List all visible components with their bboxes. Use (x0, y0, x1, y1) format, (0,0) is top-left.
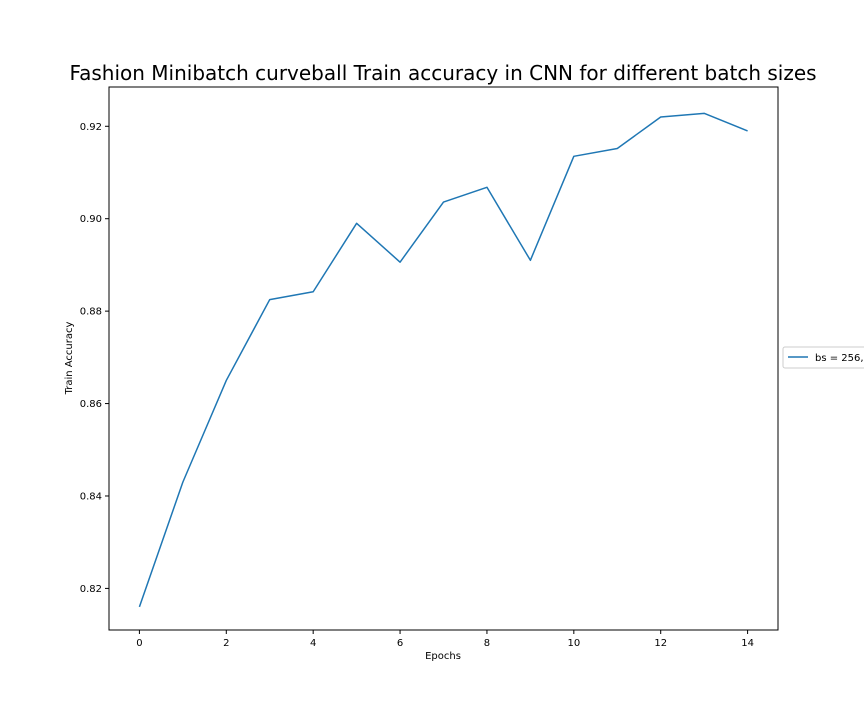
y-tick-label: 0.86 (80, 399, 102, 410)
x-tick-label: 10 (567, 638, 580, 649)
legend: bs = 256, (782, 346, 864, 369)
x-axis-label: Epochs (425, 651, 461, 662)
y-axis-label: Train Accuracy (64, 322, 75, 396)
y-tick-label: 0.88 (80, 307, 102, 318)
x-axis: 0 2 4 6 8 10 12 14 (136, 630, 754, 649)
x-tick-label: 2 (223, 638, 229, 649)
x-tick-label: 4 (310, 638, 316, 649)
y-axis: 0.82 0.84 0.86 0.88 0.90 0.92 (80, 122, 109, 595)
chart-title: Fashion Minibatch curveball Train accura… (69, 61, 816, 85)
series-layer (138, 112, 748, 608)
series-line (138, 112, 748, 608)
x-tick-label: 0 (136, 638, 142, 649)
x-tick-label: 12 (654, 638, 667, 649)
legend-label: bs = 256, (815, 353, 864, 364)
plot-area (108, 86, 779, 631)
y-tick-label: 0.84 (80, 491, 102, 502)
y-tick-label: 0.92 (80, 122, 102, 133)
y-tick-label: 0.90 (80, 214, 102, 225)
x-tick-label: 8 (484, 638, 490, 649)
legend-box (782, 346, 864, 369)
x-tick-label: 6 (397, 638, 403, 649)
y-tick-label: 0.82 (80, 584, 102, 595)
x-tick-label: 14 (741, 638, 754, 649)
